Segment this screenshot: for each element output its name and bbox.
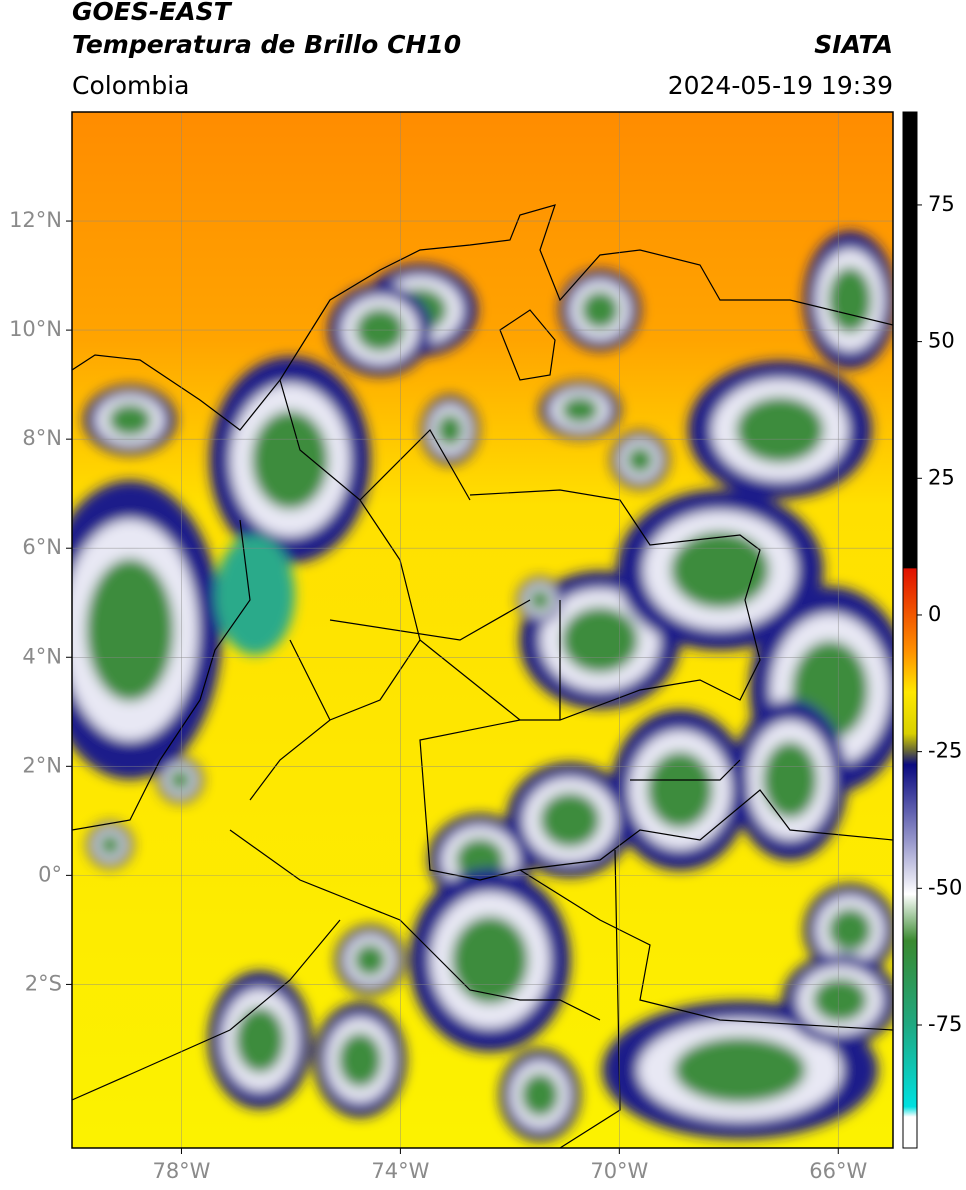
colorbar-tick-label: 50 xyxy=(928,329,955,353)
cloud-core xyxy=(520,1073,560,1117)
grid xyxy=(66,112,893,1154)
colorbar xyxy=(902,111,918,1149)
cloud-core xyxy=(529,589,551,611)
cloud-core xyxy=(736,397,824,463)
title: GOES-EAST xyxy=(72,0,233,26)
cloud-core xyxy=(539,792,601,848)
lon-tick-label: 70°W xyxy=(590,1159,648,1183)
cloud-core xyxy=(626,446,654,474)
colorbar-tick-label: 25 xyxy=(928,465,955,489)
cloud-core xyxy=(647,751,713,829)
lat-tick-label: 8°N xyxy=(22,426,62,450)
lat-tick-label: 10°N xyxy=(9,317,62,341)
lat-tick-label: 2°S xyxy=(25,971,62,995)
colorbar-tick-label: 75 xyxy=(928,192,955,216)
lon-tick-label: 66°W xyxy=(809,1159,867,1183)
cloud-core xyxy=(670,531,770,609)
colorbar-tick-label: -75 xyxy=(928,1012,962,1036)
cloud-core xyxy=(828,908,872,952)
cloud-core xyxy=(169,769,191,791)
source: SIATA xyxy=(814,30,893,59)
cloud-core xyxy=(215,535,295,655)
lat-tick-label: 0° xyxy=(38,862,62,886)
cloud-core xyxy=(560,396,600,424)
region: Colombia xyxy=(72,71,189,100)
colorbar-tick-label: 0 xyxy=(928,602,941,626)
subtitle: Temperatura de Brillo CH10 xyxy=(72,30,461,59)
cloud-core xyxy=(108,403,152,437)
lat-tick-label: 6°N xyxy=(22,535,62,559)
cloud-core xyxy=(580,290,620,330)
cloud-core xyxy=(828,267,872,333)
cloud-core xyxy=(561,607,639,673)
lat-tick-label: 2°N xyxy=(22,753,62,777)
cloud-core xyxy=(451,916,529,1004)
lat-tick-label: 12°N xyxy=(9,208,62,232)
cloud-core xyxy=(99,834,121,856)
cloud-core xyxy=(338,1032,382,1088)
colorbar-tick-label: -50 xyxy=(928,875,962,899)
cloud-core xyxy=(762,741,818,819)
map-image xyxy=(72,112,893,1148)
cloud-core xyxy=(674,1037,806,1103)
cloud-core xyxy=(251,410,329,510)
cloud-core xyxy=(812,978,868,1022)
lon-tick-label: 78°W xyxy=(152,1159,210,1183)
cloud-core xyxy=(235,1007,285,1073)
clouds xyxy=(72,231,893,1141)
cloud-core xyxy=(436,413,464,447)
cloud-core xyxy=(353,943,387,977)
datetime: 2024-05-19 19:39 xyxy=(668,71,893,100)
lon-tick-label: 74°W xyxy=(371,1159,429,1183)
cloud-core xyxy=(86,558,174,702)
lat-tick-label: 4°N xyxy=(22,644,62,668)
colorbar-tick-label: -25 xyxy=(928,739,962,763)
map-frame xyxy=(71,111,894,1149)
borders xyxy=(72,204,893,1148)
